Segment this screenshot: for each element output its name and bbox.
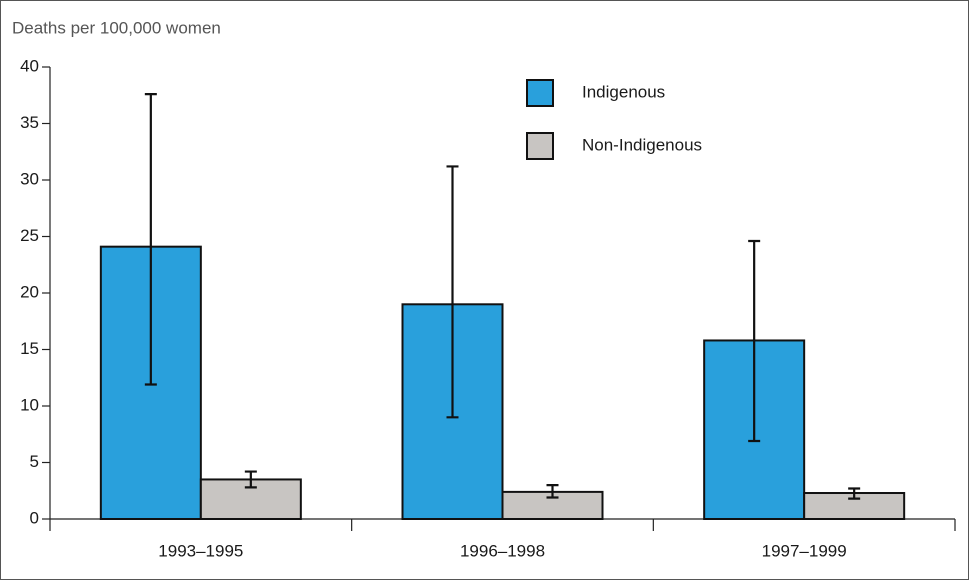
x-tick-label: 1997–1999 — [762, 541, 847, 560]
error-bar — [546, 484, 559, 499]
y-tick-label: 10 — [20, 395, 39, 414]
y-tick-label: 25 — [20, 226, 39, 245]
error-bar — [848, 487, 861, 500]
error-bar — [144, 93, 157, 386]
chart-title: Deaths per 100,000 women — [12, 18, 221, 37]
legend-label: Non-Indigenous — [582, 135, 702, 154]
error-bar — [748, 239, 761, 443]
y-tick-label: 35 — [20, 113, 39, 132]
y-tick-label: 5 — [30, 452, 39, 471]
legend-label: Indigenous — [582, 82, 665, 101]
y-tick-label: 0 — [30, 508, 39, 527]
y-tick-label: 30 — [20, 169, 39, 188]
legend-swatch — [526, 79, 554, 107]
y-tick-label: 20 — [20, 282, 39, 301]
y-tick-label: 15 — [20, 339, 39, 358]
legend-swatch — [526, 132, 554, 160]
x-tick-label: 1996–1998 — [460, 541, 545, 560]
error-bar — [244, 470, 257, 489]
x-tick-label: 1993–1995 — [158, 541, 243, 560]
y-tick-label: 40 — [20, 56, 39, 75]
error-bar — [446, 165, 459, 419]
